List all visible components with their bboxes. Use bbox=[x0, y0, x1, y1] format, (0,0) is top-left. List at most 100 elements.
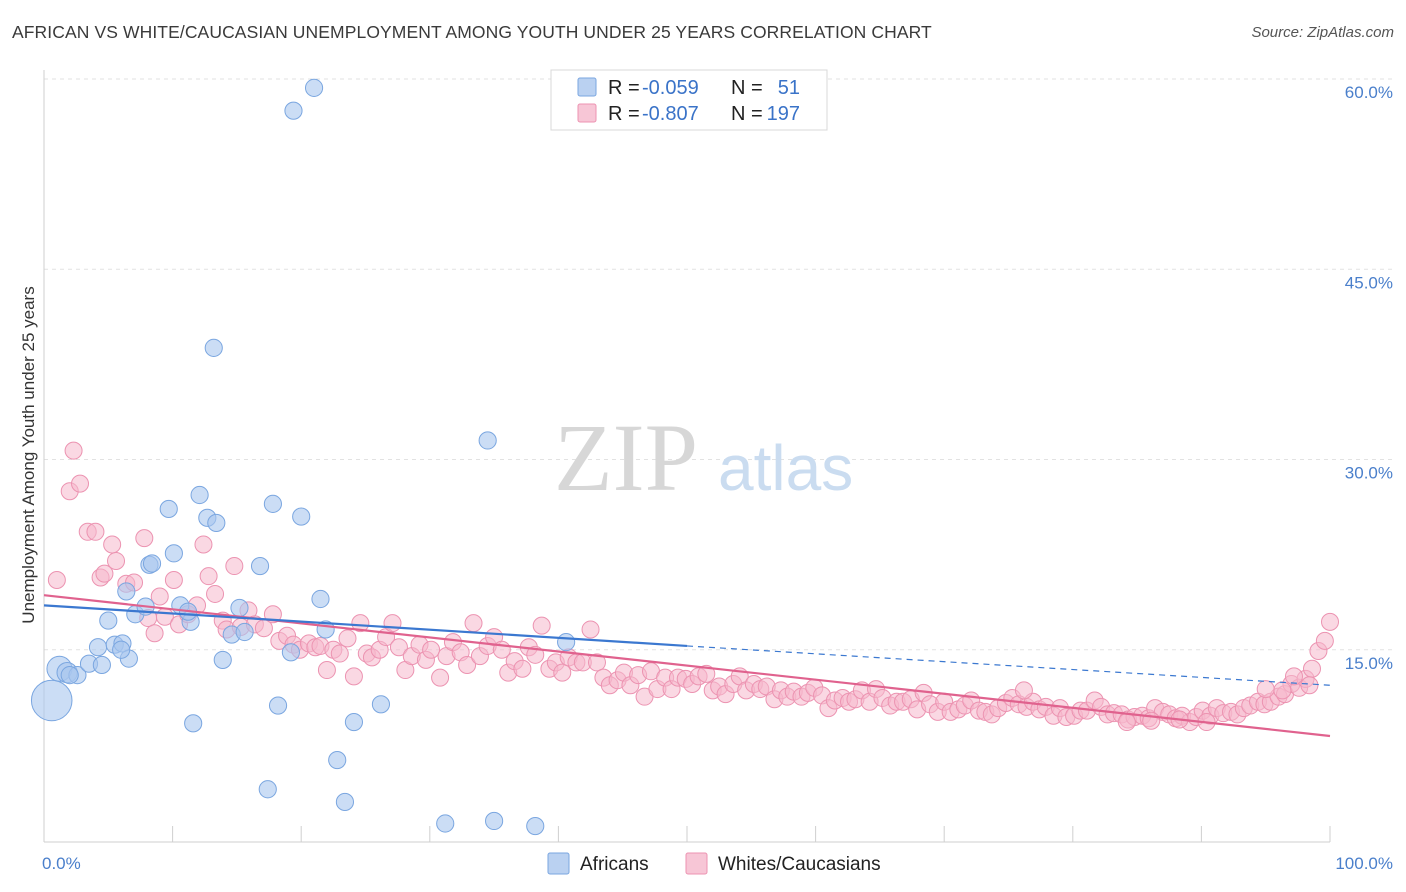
whites-point bbox=[697, 664, 716, 683]
legend-swatch-africans bbox=[577, 77, 597, 97]
legend-n-value-africans: 51 bbox=[778, 77, 800, 99]
whites-point bbox=[1014, 681, 1033, 700]
africans-point bbox=[328, 751, 347, 770]
series-legend-label-whites: Whites/Caucasians bbox=[718, 854, 881, 875]
africans-point bbox=[263, 494, 282, 513]
africans-trend-line-dashed bbox=[686, 645, 1331, 686]
legend-swatch-whites bbox=[577, 103, 597, 123]
y-tick-label: 60.0% bbox=[1345, 83, 1393, 102]
whites-point bbox=[64, 441, 83, 460]
africans-point bbox=[304, 78, 324, 97]
africans-point bbox=[204, 338, 223, 357]
whites-point bbox=[458, 655, 477, 674]
whites-point bbox=[47, 570, 66, 589]
series-legend-label-africans: Africans bbox=[580, 854, 649, 875]
africans-point bbox=[281, 643, 300, 662]
whites-point bbox=[199, 567, 218, 586]
whites-point bbox=[194, 535, 213, 554]
africans-point bbox=[190, 485, 209, 505]
watermark-atlas: atlas bbox=[718, 432, 853, 504]
africans-point bbox=[230, 598, 249, 617]
whites-point bbox=[351, 614, 370, 633]
africans-point bbox=[99, 611, 118, 630]
africans-point bbox=[60, 666, 79, 685]
africans-points bbox=[30, 78, 576, 836]
africans-point bbox=[526, 816, 545, 836]
whites-point bbox=[464, 614, 483, 633]
watermark-zip: ZIP bbox=[554, 404, 698, 511]
whites-point bbox=[1321, 612, 1339, 631]
africans-point bbox=[335, 792, 355, 812]
africans-point bbox=[436, 814, 455, 833]
africans-point bbox=[207, 513, 226, 532]
africans-point bbox=[30, 679, 73, 722]
whites-trend-line bbox=[43, 594, 1331, 738]
whites-point bbox=[145, 624, 164, 643]
africans-point bbox=[268, 696, 288, 715]
legend-n-label-whites: N = bbox=[731, 103, 763, 125]
africans-trend-line bbox=[43, 604, 688, 648]
legend-r-label-africans: R = bbox=[608, 77, 640, 99]
africans-point bbox=[184, 714, 203, 733]
africans-point bbox=[311, 589, 330, 609]
legend-r-value-africans: -0.059 bbox=[642, 77, 699, 99]
africans-point bbox=[478, 431, 497, 450]
whites-point bbox=[107, 551, 126, 570]
y-axis-label: Unemployment Among Youth under 25 years bbox=[19, 286, 38, 623]
africans-point bbox=[258, 780, 277, 799]
chart-source: Source: ZipAtlas.com bbox=[1251, 24, 1394, 41]
whites-point bbox=[1302, 659, 1321, 678]
africans-point bbox=[485, 811, 504, 831]
africans-point bbox=[164, 544, 183, 563]
whites-point bbox=[86, 522, 105, 541]
whites-point bbox=[164, 570, 183, 589]
whites-point bbox=[338, 629, 357, 648]
tick-labels: 15.0% 30.0% 45.0% 60.0% 0.0% 100.0% bbox=[42, 83, 1393, 873]
whites-point bbox=[71, 474, 90, 493]
x-tick-label: 100.0% bbox=[1335, 854, 1393, 873]
whites-point bbox=[1315, 631, 1334, 650]
trend-lines bbox=[43, 594, 1331, 738]
y-tick-label: 45.0% bbox=[1345, 273, 1393, 292]
whites-point bbox=[330, 644, 349, 663]
whites-point bbox=[581, 620, 600, 639]
whites-point bbox=[135, 529, 154, 548]
correlation-legend: R = -0.059 N = 51 R = -0.807 N = 197 bbox=[550, 69, 828, 131]
africans-point bbox=[112, 640, 131, 659]
africans-point bbox=[344, 712, 364, 732]
whites-point bbox=[513, 659, 532, 678]
africans-point bbox=[557, 633, 576, 652]
africans-point bbox=[371, 695, 391, 714]
whites-point bbox=[225, 557, 244, 576]
whites-point bbox=[383, 614, 402, 633]
legend-box bbox=[550, 69, 828, 131]
x-tick-label: 0.0% bbox=[42, 854, 81, 873]
whites-point bbox=[317, 661, 336, 680]
whites-point bbox=[103, 535, 122, 554]
africans-point bbox=[292, 507, 311, 526]
africans-point bbox=[92, 655, 111, 675]
africans-point bbox=[159, 499, 178, 519]
whites-point bbox=[206, 584, 225, 603]
y-tick-label: 30.0% bbox=[1345, 464, 1393, 483]
legend-n-value-whites: 197 bbox=[767, 103, 800, 125]
africans-point bbox=[142, 554, 162, 573]
whites-point bbox=[150, 587, 169, 606]
series-legend: Africans Whites/Caucasians bbox=[547, 852, 881, 875]
whites-point bbox=[1300, 676, 1319, 695]
series-legend-swatch-whites bbox=[685, 852, 708, 875]
whites-point bbox=[1256, 680, 1275, 699]
whites-points bbox=[47, 441, 1339, 732]
legend-n-label-africans: N = bbox=[731, 77, 763, 99]
whites-point bbox=[1273, 681, 1292, 700]
whites-point bbox=[532, 616, 551, 635]
legend-r-value-whites: -0.807 bbox=[642, 103, 699, 125]
africans-point bbox=[250, 556, 270, 576]
whites-point bbox=[344, 667, 363, 686]
africans-point bbox=[235, 622, 254, 642]
whites-point bbox=[389, 638, 408, 657]
chart-title: AFRICAN VS WHITE/CAUCASIAN UNEMPLOYMENT … bbox=[12, 22, 932, 42]
africans-point bbox=[88, 638, 108, 657]
africans-point bbox=[213, 650, 232, 669]
